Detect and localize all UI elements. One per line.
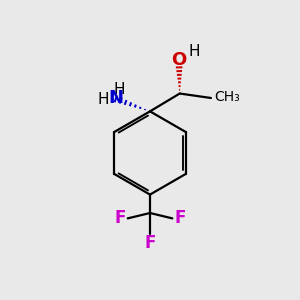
Text: H: H	[97, 92, 109, 107]
Text: H: H	[114, 82, 125, 97]
Text: F: F	[174, 209, 185, 227]
Text: O: O	[171, 51, 186, 69]
Text: F: F	[144, 234, 156, 252]
Text: H: H	[188, 44, 200, 59]
Text: F: F	[115, 209, 126, 227]
Text: CH₃: CH₃	[214, 90, 240, 104]
Text: N: N	[108, 89, 123, 107]
